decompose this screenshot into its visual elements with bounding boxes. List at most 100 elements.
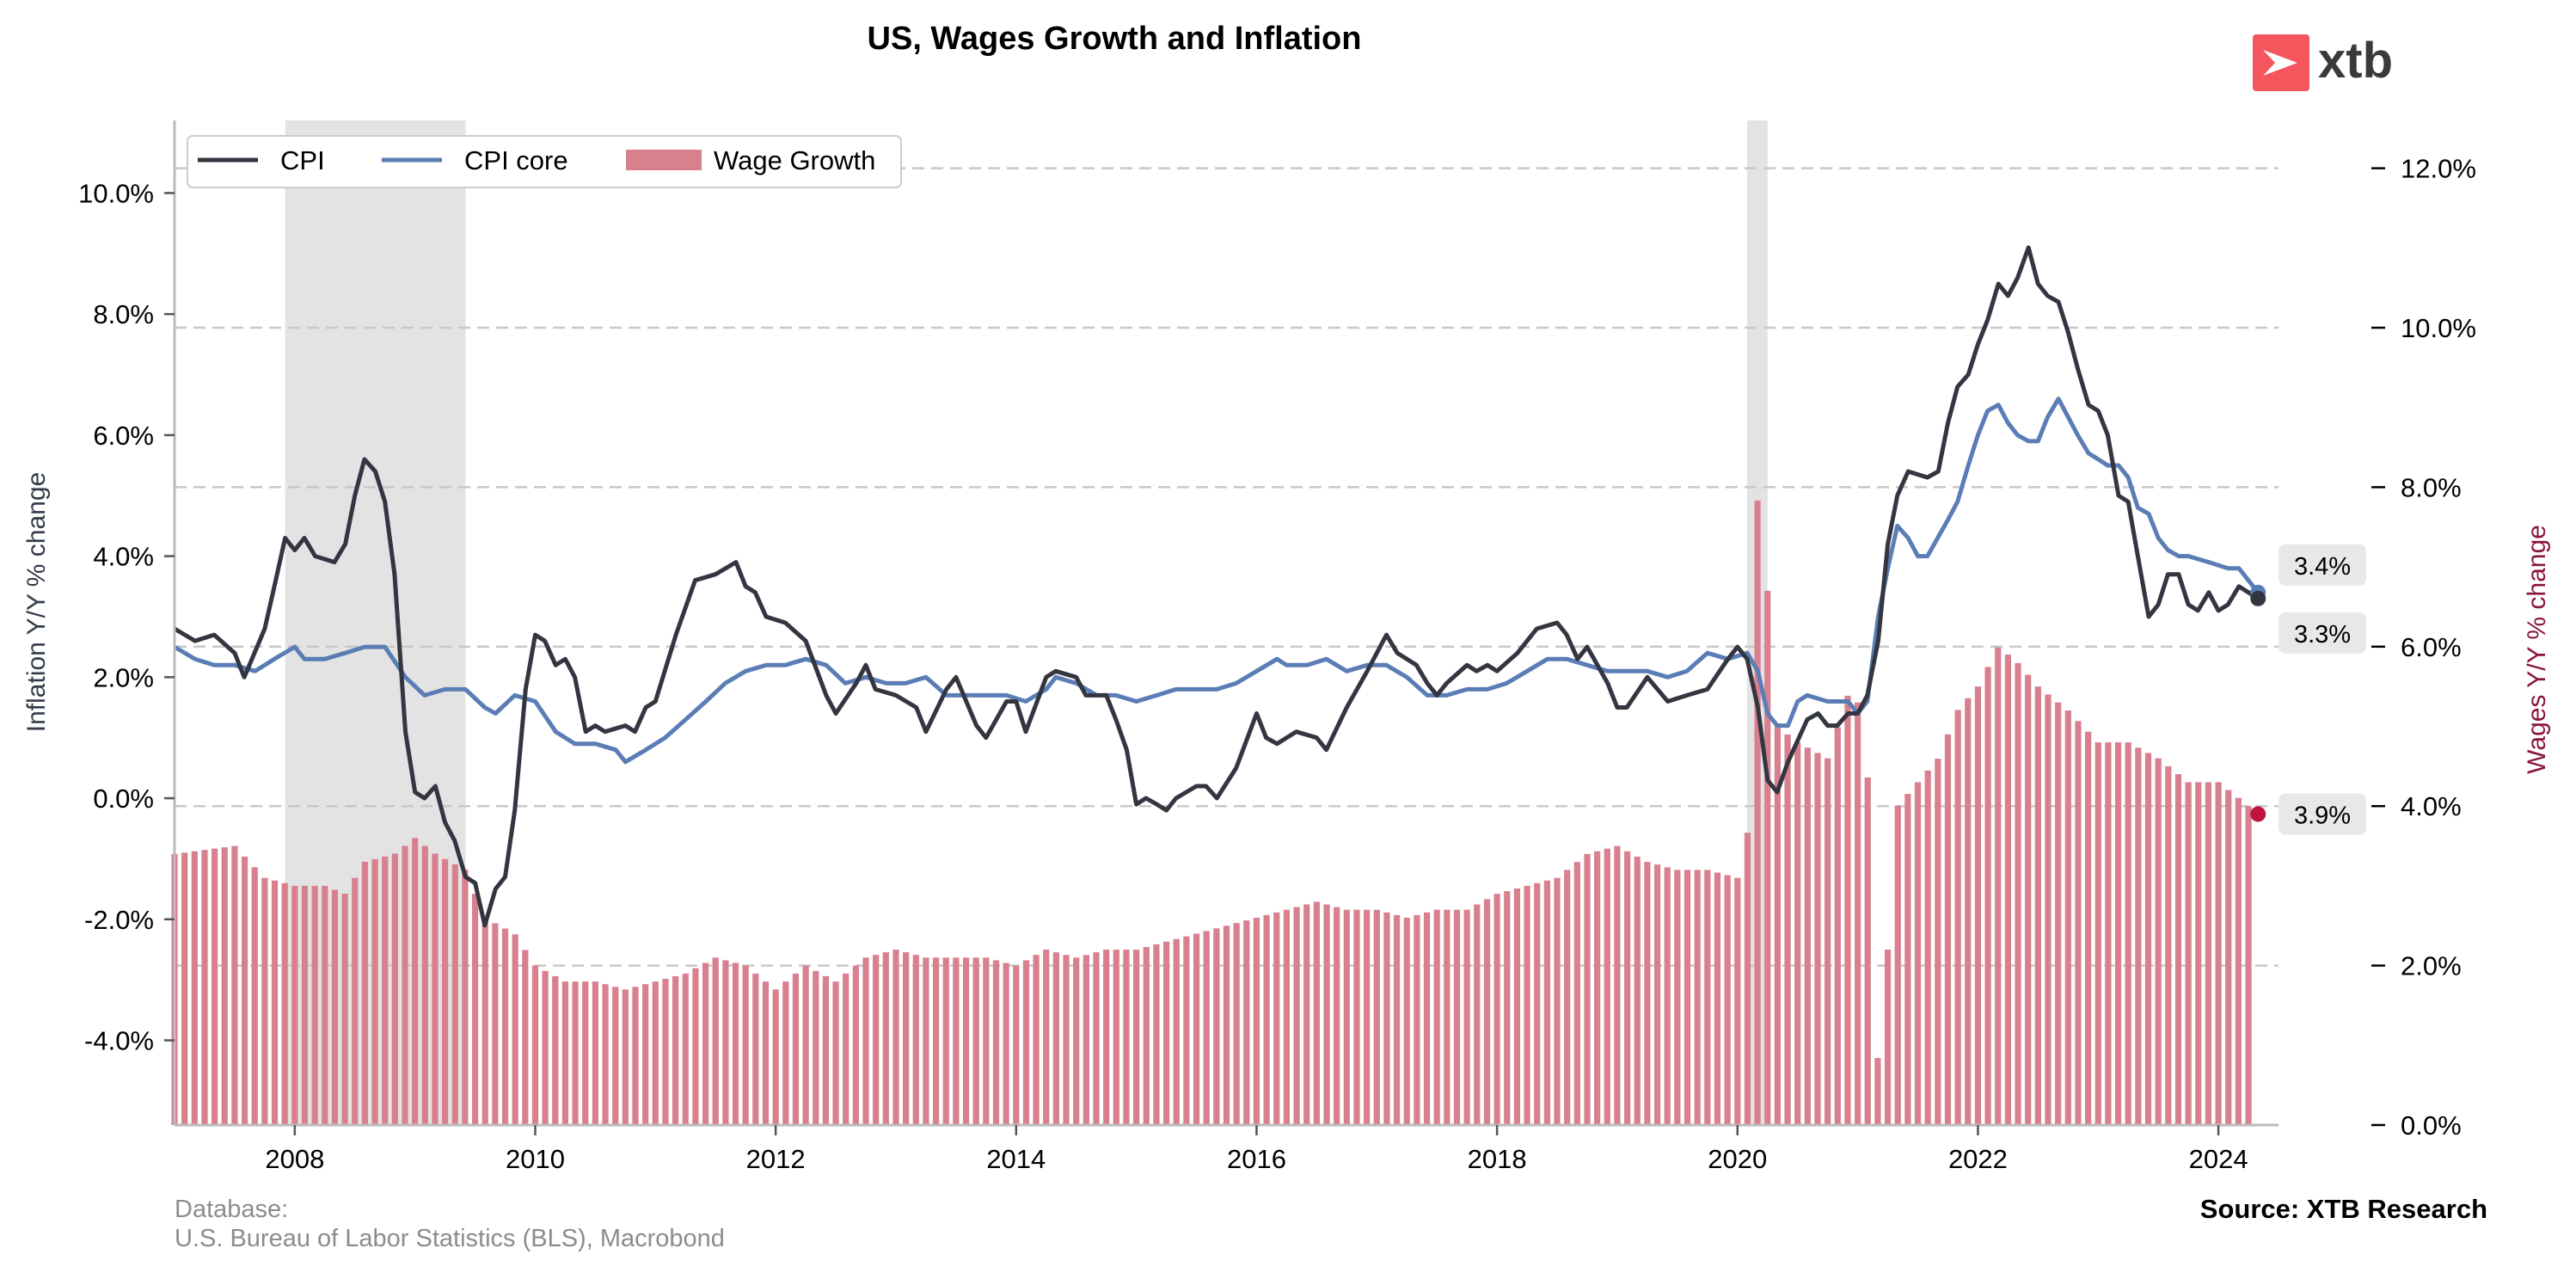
wage-growth-bar	[291, 885, 298, 1125]
wage-growth-bar	[1874, 1058, 1881, 1125]
legend-swatch-wage-growth	[626, 150, 702, 170]
wage-growth-bar	[2004, 655, 2011, 1125]
wage-growth-bar	[1513, 888, 1521, 1125]
wage-growth-bar	[732, 962, 739, 1125]
wage-growth-bar	[1273, 912, 1280, 1125]
wage-growth-bar	[1584, 853, 1591, 1125]
x-tick-label: 2016	[1227, 1144, 1286, 1174]
wage-growth-bar	[531, 965, 539, 1125]
y-left-tick-label: 8.0%	[93, 299, 154, 329]
x-tick-label: 2018	[1468, 1144, 1527, 1174]
wage-growth-bar	[1684, 870, 1691, 1125]
wage-growth-bar	[271, 880, 279, 1125]
wage-growth-bar	[1774, 726, 1781, 1125]
wage-growth-bar	[702, 962, 709, 1125]
wage-growth-bar	[2235, 797, 2242, 1125]
wage-growth-bar	[1243, 920, 1250, 1125]
wage-growth-bar	[201, 850, 208, 1125]
wage-growth-bar	[1293, 907, 1300, 1125]
y-right-tick-label: 0.0%	[2401, 1110, 2462, 1141]
wage-growth-bar	[1764, 590, 1771, 1125]
wage-growth-bar	[1433, 909, 1440, 1125]
wage-growth-bar	[932, 957, 940, 1125]
wage-growth-bar	[802, 965, 809, 1125]
cpi-line	[173, 245, 2260, 928]
wage-growth-bar	[682, 973, 689, 1125]
wage-growth-end-marker	[2250, 806, 2266, 822]
y-right-tick-label: 12.0%	[2401, 154, 2476, 184]
wage-growth-bar	[1984, 667, 1991, 1125]
wage-growth-bar	[421, 845, 428, 1125]
wage-growth-bar	[1474, 904, 1481, 1125]
y-left-tick-label: 6.0%	[93, 421, 154, 451]
y-left-tick-label: 0.0%	[93, 784, 154, 814]
y-left-tick-label: 10.0%	[78, 178, 154, 208]
wage-growth-bars	[171, 500, 2252, 1125]
wage-growth-bar	[1173, 938, 1180, 1125]
wage-growth-bar	[1714, 872, 1721, 1125]
wage-growth-bar	[652, 981, 659, 1125]
wage-growth-bar	[1664, 867, 1671, 1125]
wage-growth-bar	[1483, 899, 1491, 1125]
wage-growth-bar	[1965, 698, 1972, 1125]
wage-growth-bar	[2105, 742, 2112, 1125]
wage-growth-bar	[1113, 950, 1119, 1125]
wage-growth-bar	[301, 885, 309, 1125]
end-label-text: 3.3%	[2294, 621, 2351, 649]
wage-growth-bar	[1564, 870, 1571, 1125]
wage-growth-bar	[1614, 845, 1621, 1125]
wage-growth-bar	[572, 981, 579, 1125]
legend-label-cpi: CPI	[280, 145, 325, 175]
wage-growth-bar	[1573, 862, 1580, 1125]
wage-growth-bar	[1744, 833, 1751, 1125]
wage-growth-bar	[1083, 955, 1089, 1125]
wage-growth-bar	[1364, 909, 1371, 1125]
wage-growth-bar	[561, 981, 569, 1125]
wage-growth-bar	[492, 923, 499, 1125]
wage-growth-bar	[1162, 941, 1170, 1125]
wage-growth-bar	[983, 957, 990, 1125]
wage-growth-bar	[451, 864, 458, 1125]
footer-source: Source: XTB Research	[2200, 1194, 2487, 1224]
wage-growth-bar	[882, 952, 889, 1125]
wage-growth-bar	[1754, 500, 1761, 1125]
cpi-core-line	[173, 397, 2260, 765]
wage-growth-bar	[2084, 731, 2092, 1125]
wage-growth-bar	[1063, 955, 1070, 1125]
wage-growth-bar	[1193, 933, 1200, 1125]
wage-growth-bar	[1253, 917, 1260, 1125]
wage-growth-bar	[1233, 923, 1240, 1125]
wage-growth-bar	[1143, 946, 1150, 1125]
legend-label-cpi-core: CPI core	[464, 145, 568, 175]
wage-growth-bar	[832, 981, 839, 1125]
wage-growth-bar	[2125, 742, 2131, 1125]
end-label-box	[2279, 793, 2366, 835]
wage-growth-bar	[1303, 904, 1310, 1125]
x-tick-label: 2008	[265, 1144, 324, 1174]
cpi-end-marker	[2250, 590, 2266, 606]
wage-growth-bar	[2155, 758, 2162, 1125]
wage-growth-bar	[1524, 885, 1530, 1125]
wage-growth-bar	[1594, 851, 1601, 1125]
wage-growth-bar	[843, 973, 849, 1125]
wage-growth-bar	[912, 955, 919, 1125]
wage-growth-bar	[1003, 962, 1009, 1125]
wage-growth-bar	[1734, 877, 1741, 1125]
y-right-tick-label: 8.0%	[2401, 472, 2462, 502]
y-left-tick-label: 2.0%	[93, 662, 154, 692]
wage-growth-bar	[942, 957, 949, 1125]
wage-growth-bar	[2205, 782, 2212, 1125]
wage-growth-bar	[1444, 909, 1451, 1125]
wage-growth-bar	[612, 987, 619, 1125]
wage-growth-bar	[1504, 891, 1511, 1125]
wage-growth-bar	[2055, 702, 2062, 1125]
wage-growth-bar	[522, 950, 529, 1125]
wage-growth-bar	[221, 847, 228, 1125]
wage-growth-bar	[2225, 790, 2232, 1125]
wage-growth-bar	[412, 838, 419, 1125]
x-tick-label: 2024	[2189, 1144, 2248, 1174]
xtb-logo: xtb	[2253, 33, 2393, 91]
wage-growth-bar	[211, 848, 218, 1125]
wage-growth-bar	[481, 918, 488, 1125]
end-labels: 3.4% 3.3% 3.9%	[2279, 544, 2366, 835]
